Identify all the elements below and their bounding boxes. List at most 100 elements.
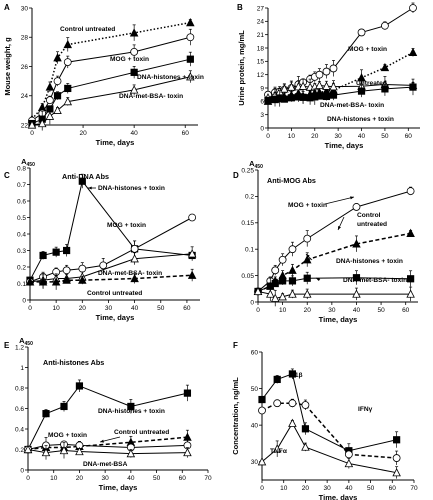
data-point [186, 33, 195, 42]
series-annotation: DNA-histones + toxin [98, 185, 165, 192]
data-point [270, 293, 280, 302]
data-point [301, 425, 310, 433]
x-tick-label: 30 [324, 485, 332, 492]
x-tick-label: 30 [102, 475, 110, 482]
x-tick-label: 50 [153, 475, 161, 482]
series-line [27, 436, 188, 451]
panel-letter: D [233, 171, 239, 180]
y-tick-label: 28 [21, 35, 29, 42]
y-axis-label: Mouse weight, g [3, 37, 12, 96]
x-tick-label: 20 [76, 475, 84, 482]
y-tick-label: 0.4 [15, 426, 24, 433]
data-point [315, 70, 324, 79]
series-line [27, 449, 188, 455]
y-axis-label: Urine protein, mg/mL [237, 30, 246, 106]
series-annotation: IL1β [289, 372, 303, 379]
data-point [258, 406, 266, 415]
y-tick-label: 0.25 [241, 167, 254, 174]
series-line [27, 443, 188, 450]
data-point [53, 105, 62, 114]
y-tick-label: 0.2 [245, 194, 254, 201]
x-tick-label: 60 [183, 305, 191, 312]
data-point [186, 55, 194, 63]
panel-b: 0 10 20 30 40 50 60 0 3 6 9 12 15 18 21 24 27 Time, days U… [237, 2, 420, 150]
data-point [126, 448, 136, 458]
y-tick-label: 22 [21, 122, 29, 129]
data-point [129, 85, 139, 94]
data-point [42, 410, 50, 418]
x-tick-label: 10 [280, 485, 288, 492]
series-annotation: Control untreated [87, 290, 142, 297]
x-tick-label: 60 [182, 130, 190, 137]
data-point [64, 84, 72, 93]
data-point [257, 457, 267, 466]
data-point [25, 277, 35, 286]
data-point [278, 292, 287, 301]
y-tick-label: 24 [257, 19, 265, 26]
series-annotation: DNA-met-BSA- toxin [320, 102, 384, 109]
data-point [130, 244, 139, 253]
series-annotation: DNA-met-BSA- toxin [343, 277, 407, 284]
series-line [31, 21, 191, 120]
data-point [301, 401, 310, 409]
y-tick-label: 60 [251, 349, 259, 356]
data-point [288, 277, 297, 285]
panel-title: Anti-DNA Abs [62, 172, 109, 181]
panel-e: 0 10 20 30 40 50 60 70 0 0.2 0.4 0.6 0.8 1 1.2 Time, da… [4, 336, 212, 492]
data-point [130, 68, 138, 76]
data-point [352, 289, 361, 298]
series-line [27, 385, 188, 450]
series-annotation: MOG + toxin [288, 202, 327, 209]
data-point [301, 442, 310, 451]
x-tick-label: 20 [79, 130, 87, 137]
data-point [352, 239, 361, 248]
series-annotation: Control untreated [114, 429, 169, 436]
data-point [62, 275, 71, 284]
series-annotation: TNFα [270, 448, 287, 455]
series-annotation: MOG + toxin [110, 56, 149, 63]
data-point [407, 275, 415, 283]
y-tick-label: 50 [251, 386, 259, 393]
x-axis-label: Time, days [96, 138, 135, 147]
data-point [406, 187, 415, 196]
y-tick-label: 21 [257, 32, 265, 39]
x-tick-label: 30 [328, 307, 336, 314]
data-point [23, 444, 33, 454]
y-tick-label: 12 [257, 72, 265, 79]
y-tick-label: 6 [260, 99, 264, 106]
x-tick-label: 50 [367, 485, 375, 492]
data-point [280, 84, 289, 93]
data-point [298, 81, 308, 90]
data-point [299, 93, 307, 101]
data-point [53, 77, 62, 86]
y-tick-label: 0.1 [245, 247, 254, 254]
y-tick-label: 0.15 [241, 220, 254, 227]
data-point [329, 64, 338, 73]
series-line [267, 51, 414, 103]
series-annotation: Untreated [356, 80, 387, 87]
annotation-arrow [324, 196, 355, 205]
y-tick-label: 0.7 [17, 182, 26, 189]
x-tick-label: 40 [358, 133, 366, 140]
data-point [272, 444, 282, 453]
data-point [130, 47, 139, 56]
series-1 [258, 398, 401, 466]
data-point [315, 92, 324, 100]
series-3 [27, 70, 195, 131]
series-annotation: DNA-met-BSA- toxin [119, 93, 183, 100]
y-tick-label: 0 [20, 467, 24, 474]
y-axis-label-subscript: 450 [25, 341, 34, 347]
y-tick-label: 26 [21, 64, 29, 71]
data-point [63, 96, 73, 106]
data-point [53, 53, 62, 62]
x-tick-label: 10 [53, 305, 61, 312]
data-point [392, 454, 401, 462]
data-point [53, 92, 62, 100]
series-line [261, 373, 397, 452]
annotation-arrow-head [316, 278, 320, 282]
data-point [188, 213, 197, 222]
series-line [267, 7, 414, 96]
x-axis-label: Time, days [319, 493, 358, 500]
x-tick-label: 40 [345, 485, 353, 492]
